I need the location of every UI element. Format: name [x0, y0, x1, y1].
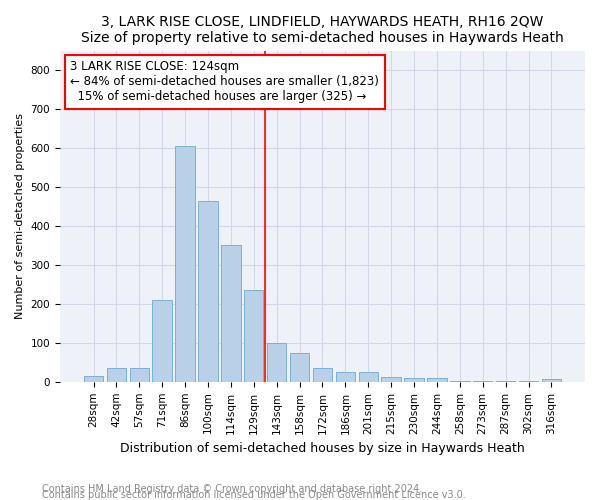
- Y-axis label: Number of semi-detached properties: Number of semi-detached properties: [15, 113, 25, 319]
- Bar: [359, 372, 378, 382]
- Bar: [542, 379, 561, 382]
- Bar: [198, 200, 218, 382]
- Bar: [152, 300, 172, 382]
- X-axis label: Distribution of semi-detached houses by size in Haywards Heath: Distribution of semi-detached houses by …: [120, 442, 525, 455]
- Bar: [313, 368, 332, 382]
- Text: Contains HM Land Registry data © Crown copyright and database right 2024.: Contains HM Land Registry data © Crown c…: [42, 484, 422, 494]
- Bar: [130, 368, 149, 382]
- Text: Contains public sector information licensed under the Open Government Licence v3: Contains public sector information licen…: [42, 490, 466, 500]
- Bar: [267, 343, 286, 382]
- Bar: [244, 290, 263, 382]
- Bar: [107, 368, 126, 382]
- Bar: [404, 378, 424, 382]
- Bar: [290, 352, 309, 382]
- Bar: [175, 146, 195, 382]
- Bar: [382, 377, 401, 382]
- Bar: [335, 372, 355, 382]
- Bar: [221, 246, 241, 382]
- Bar: [450, 380, 470, 382]
- Text: 3 LARK RISE CLOSE: 124sqm
← 84% of semi-detached houses are smaller (1,823)
  15: 3 LARK RISE CLOSE: 124sqm ← 84% of semi-…: [70, 60, 379, 104]
- Title: 3, LARK RISE CLOSE, LINDFIELD, HAYWARDS HEATH, RH16 2QW
Size of property relativ: 3, LARK RISE CLOSE, LINDFIELD, HAYWARDS …: [81, 15, 564, 45]
- Bar: [427, 378, 446, 382]
- Bar: [473, 381, 493, 382]
- Bar: [84, 376, 103, 382]
